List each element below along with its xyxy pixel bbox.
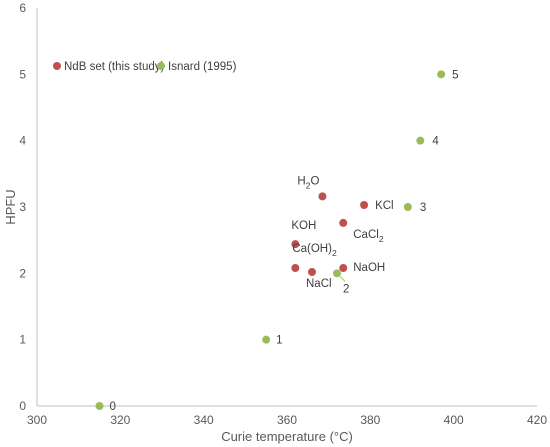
data-point: [360, 201, 369, 210]
y-axis-title: HPFU: [3, 189, 18, 224]
y-tick-label: 2: [19, 266, 26, 280]
data-point: [262, 335, 271, 344]
data-points: [95, 70, 446, 410]
x-tick-label: 420: [527, 413, 547, 427]
data-point: [403, 203, 412, 211]
legend-label: NdB set (this study): [64, 61, 165, 73]
point-label: CaCl2: [353, 229, 384, 244]
point-label: 3: [420, 202, 426, 214]
y-tick-label: 1: [19, 333, 26, 347]
y-tick-label: 6: [19, 1, 26, 15]
point-label: 1: [276, 335, 282, 347]
point-label: 0: [110, 401, 116, 413]
point-label: 5: [452, 69, 458, 81]
axes: [36, 8, 537, 407]
x-tick-label: 320: [110, 413, 130, 427]
y-tick-label: 5: [19, 67, 26, 81]
data-point: [339, 264, 348, 273]
point-label: NaCl: [306, 278, 332, 290]
x-tick-label: 340: [194, 413, 214, 427]
data-point: [333, 269, 341, 278]
point-label: NaOH: [353, 262, 385, 274]
data-point: [416, 136, 425, 145]
point-label: KOH: [291, 220, 316, 232]
x-tick-label: 300: [27, 413, 47, 427]
data-point: [318, 192, 327, 201]
x-axis-title: Curie temperature (°C): [221, 429, 353, 444]
legend-marker: [157, 62, 165, 70]
x-tick-label: 360: [277, 413, 297, 427]
legend-marker: [53, 62, 61, 70]
data-point: [437, 70, 446, 79]
leader-line: [339, 275, 346, 282]
data-point: [308, 268, 316, 277]
point-labels: H2O KCl CaCl2 KOH Ca(OH)2 NaCl NaOH 0 1 2 3 4 5: [110, 69, 459, 413]
data-point: [291, 264, 300, 273]
point-label: KCl: [375, 200, 394, 212]
point-label: H2O: [297, 175, 319, 190]
point-label: 2: [343, 283, 349, 295]
data-point: [291, 240, 300, 249]
y-tick-label: 4: [19, 134, 26, 148]
y-tick-label: 3: [19, 200, 26, 214]
x-tick-label: 380: [360, 413, 380, 427]
y-tick-label: 0: [19, 399, 26, 413]
x-tick-label: 400: [444, 413, 464, 427]
data-point: [95, 402, 104, 410]
point-label: Ca(OH)2: [292, 243, 337, 258]
axis-titles: Curie temperature (°C) HPFU: [3, 189, 353, 444]
legend-label: Isnard (1995): [168, 61, 237, 73]
point-label: 4: [432, 136, 439, 148]
data-point: [339, 218, 348, 227]
legend: NdB set (this study) Isnard (1995): [53, 61, 237, 73]
